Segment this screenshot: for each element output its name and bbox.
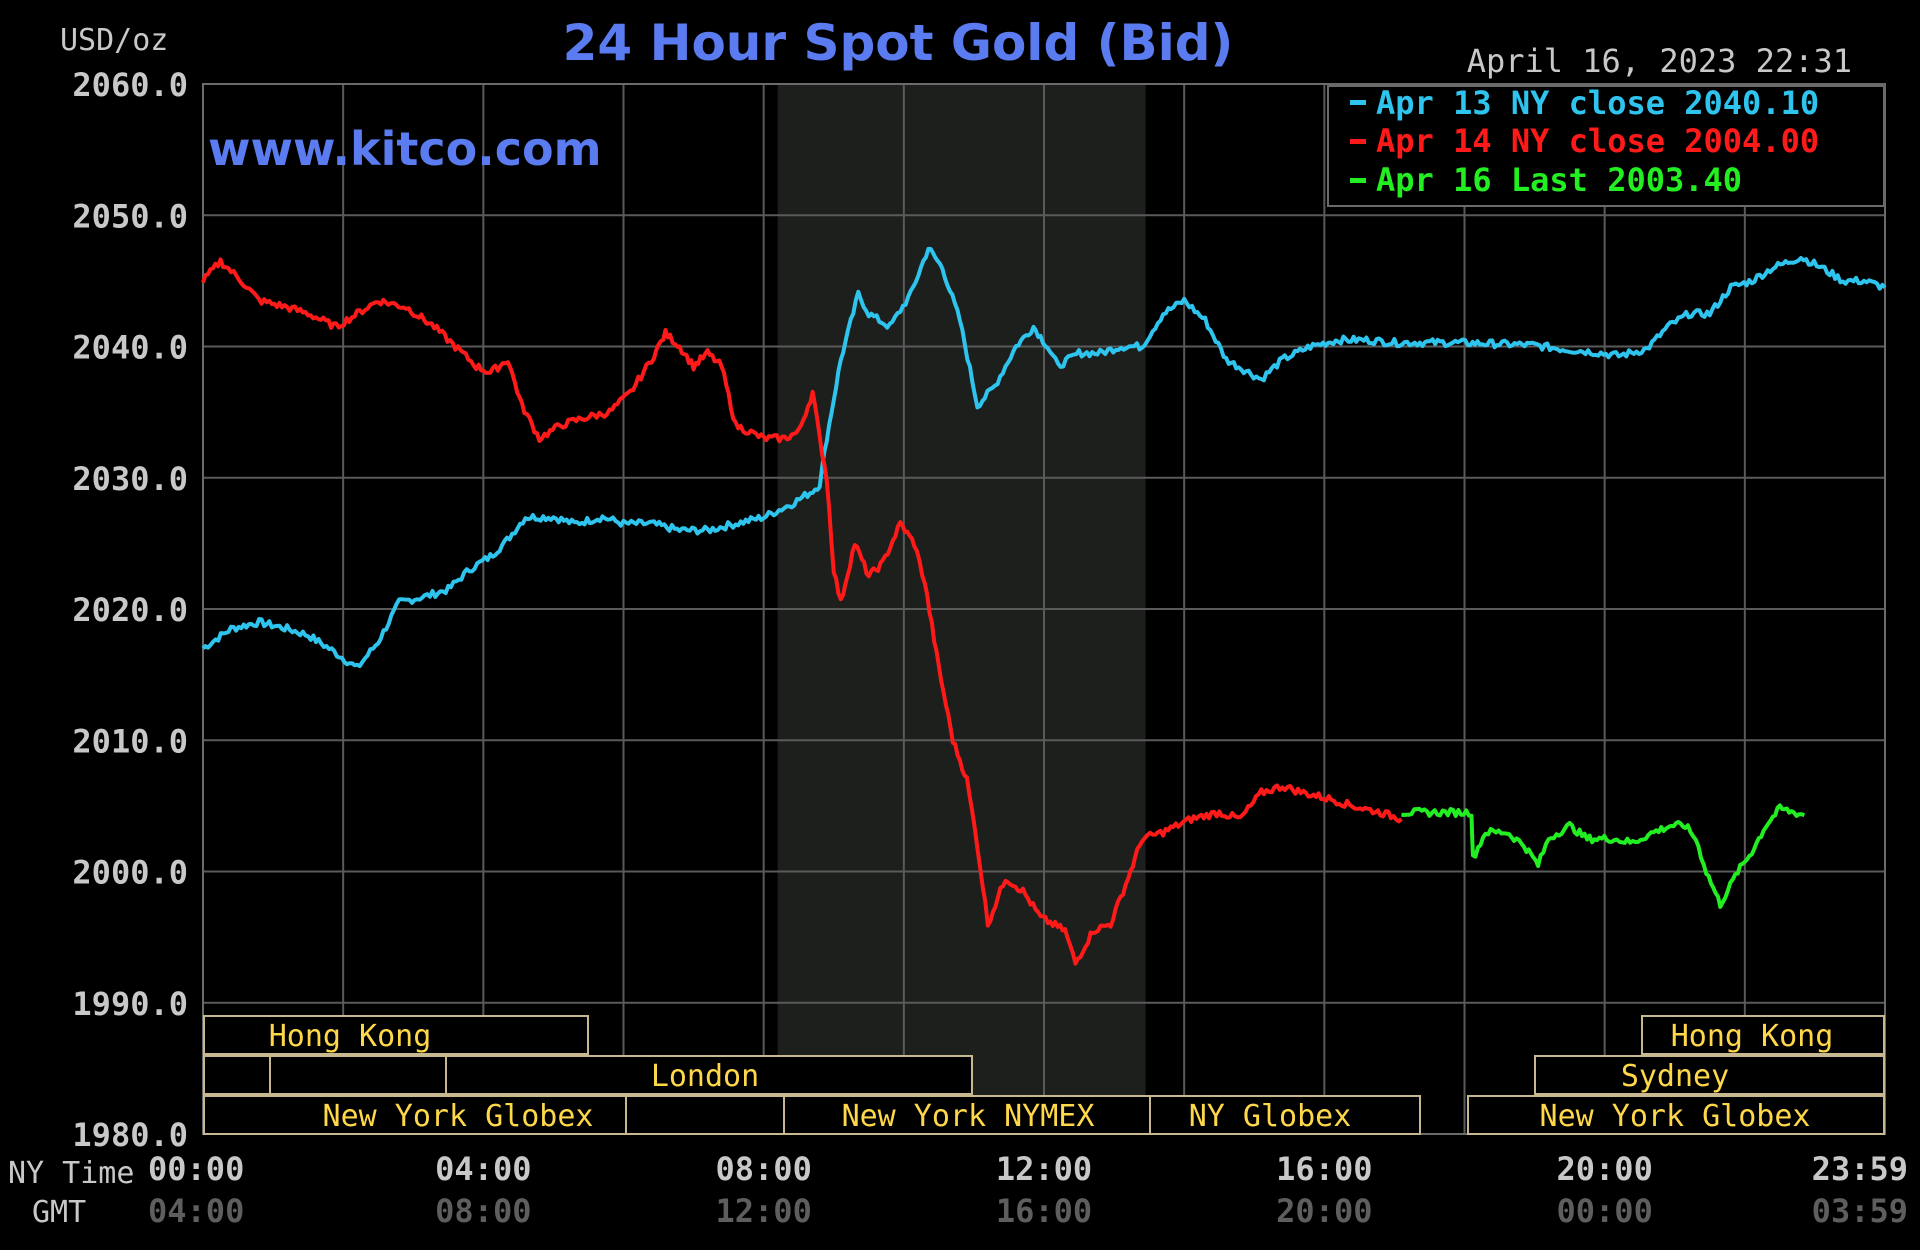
chart-title: 24 Hour Spot Gold (Bid) [563,14,1234,72]
x-tick-label-gmt: 00:00 [1557,1192,1653,1230]
y-tick-label: 1990.0 [72,985,188,1023]
session-labels: Hong Kong Hong Kong London Sydney New Yo… [269,1019,1834,1134]
y-tick-label: 2060.0 [72,66,188,104]
y-tick-label: 2030.0 [72,460,188,498]
session-label-sydney: Sydney [1621,1059,1729,1094]
watermark: www.kitco.com [208,122,602,176]
session-label-nyglobex-2: NY Globex [1189,1099,1352,1134]
legend: Apr 13 NY close 2040.10 Apr 14 NY close … [1327,84,1885,207]
session-bars [203,1015,1885,1135]
y-axis: 2060.0 2050.0 2040.0 2030.0 2020.0 2010.0 2000… [72,66,188,1154]
x-tick-label-ny: 12:00 [996,1150,1092,1188]
session-label-nyglobex-1: New York Globex [323,1099,594,1134]
session-box-row3-a [203,1095,627,1135]
session-box-sydney [1534,1055,1885,1095]
grid-lines [203,84,1885,1134]
session-box-row2-a [203,1055,271,1095]
x-tick-label-ny: 00:00 [148,1150,244,1188]
x-tick-label-gmt: 16:00 [996,1192,1092,1230]
x-tick-label-gmt: 04:00 [148,1192,244,1230]
session-label-nyglobex-3: New York Globex [1540,1099,1811,1134]
session-box-london [445,1055,973,1095]
x-tick-label-ny: 04:00 [435,1150,531,1188]
series-line-0 [201,246,1887,668]
x-tick-label-gmt: 03:59 [1812,1192,1908,1230]
datetime-stamp: April 16, 2023 22:31 [1467,42,1852,80]
y-tick-label: 2000.0 [72,854,188,892]
series-line-1 [201,257,1403,966]
legend-swatch-apr13 [1350,100,1366,105]
session-label-london: London [651,1059,759,1094]
x-tick-label-ny: 23:59 [1812,1150,1908,1188]
x-tick-label-ny: 20:00 [1557,1150,1653,1188]
x-tick-label-gmt: 12:00 [716,1192,812,1230]
session-box-hongkong-2 [1641,1015,1885,1055]
session-box-hongkong-1 [203,1015,589,1055]
legend-entry-apr14: Apr 14 NY close 2004.00 [1376,122,1819,160]
x-axis-label-gmt: GMT [32,1195,86,1230]
session-label-nymex: New York NYMEX [842,1099,1095,1134]
y-tick-label: 2050.0 [72,197,188,235]
session-label-hongkong-2: Hong Kong [1671,1019,1834,1054]
unit-label: USD/oz [60,23,168,58]
y-tick-label: 2040.0 [72,329,188,367]
x-tick-label-gmt: 08:00 [435,1192,531,1230]
legend-entry-apr16: Apr 16 Last 2003.40 [1376,161,1742,199]
series-line-2 [1401,803,1805,909]
legend-swatch-apr16 [1350,178,1366,183]
session-box-row3-b [625,1095,785,1135]
x-tick-label-ny: 16:00 [1276,1150,1372,1188]
x-axis: 00:00 04:00 04:00 08:00 08:00 12:00 12:00 16:00… [148,1150,1908,1230]
x-axis-label-ny: NY Time [8,1156,134,1191]
session-box-nyglobex [1149,1095,1421,1135]
legend-box [1327,85,1885,207]
y-tick-label: 2020.0 [72,591,188,629]
x-tick-label-ny: 08:00 [716,1150,812,1188]
y-tick-label: 1980.0 [72,1116,188,1154]
session-box-nymex [783,1095,1151,1135]
x-tick-label-gmt: 20:00 [1276,1192,1372,1230]
session-label-hongkong-1: Hong Kong [269,1019,432,1054]
series-lines [201,246,1887,966]
session-box-row2-b [269,1055,447,1095]
session-box-row3-d [1467,1095,1885,1135]
legend-entry-apr13: Apr 13 NY close 2040.10 [1376,84,1819,122]
y-tick-label: 2010.0 [72,722,188,760]
legend-swatch-apr14 [1350,139,1366,144]
